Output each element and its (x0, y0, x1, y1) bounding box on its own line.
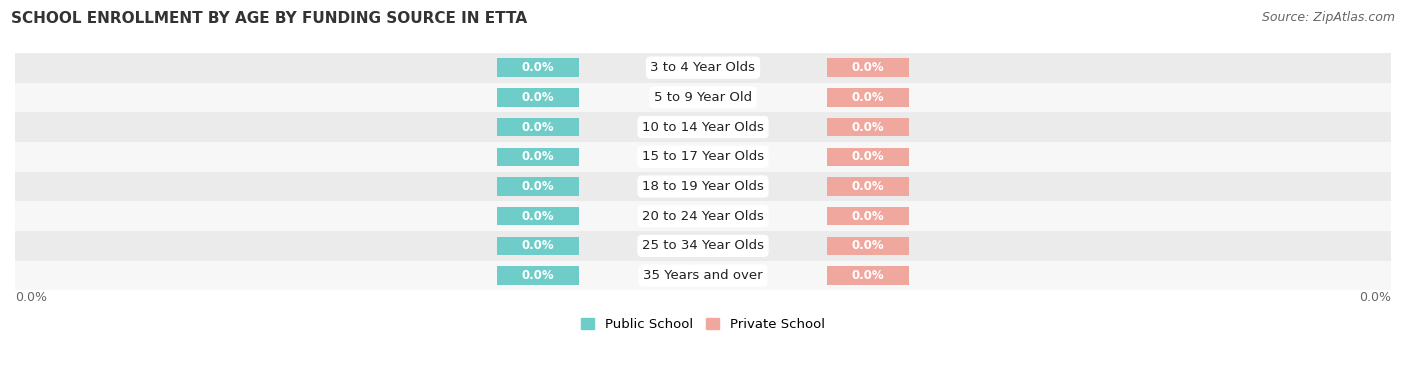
Bar (15, 53, 1391, 82)
Text: 0.0%: 0.0% (852, 61, 884, 74)
Text: 35 Years and over: 35 Years and over (643, 269, 763, 282)
Bar (496, 118, 579, 136)
Text: 0.0%: 0.0% (852, 121, 884, 133)
Bar (496, 207, 579, 225)
Text: 25 to 34 Year Olds: 25 to 34 Year Olds (643, 239, 763, 253)
Bar (827, 207, 910, 225)
Text: 0.0%: 0.0% (852, 91, 884, 104)
Bar (827, 59, 910, 77)
Text: 0.0%: 0.0% (852, 210, 884, 223)
Text: 5 to 9 Year Old: 5 to 9 Year Old (654, 91, 752, 104)
Text: 0.0%: 0.0% (522, 239, 554, 253)
Text: 0.0%: 0.0% (522, 210, 554, 223)
Text: 18 to 19 Year Olds: 18 to 19 Year Olds (643, 180, 763, 193)
Text: 0.0%: 0.0% (522, 180, 554, 193)
Bar (827, 266, 910, 285)
Legend: Public School, Private School: Public School, Private School (576, 313, 830, 336)
Bar (496, 147, 579, 166)
Bar (827, 177, 910, 196)
Text: 0.0%: 0.0% (522, 91, 554, 104)
Bar (15, 231, 1391, 261)
Bar (15, 172, 1391, 201)
Text: 15 to 17 Year Olds: 15 to 17 Year Olds (643, 150, 763, 163)
Text: 0.0%: 0.0% (852, 150, 884, 163)
Bar (15, 142, 1391, 172)
Text: 0.0%: 0.0% (522, 269, 554, 282)
Bar (827, 88, 910, 107)
Text: 0.0%: 0.0% (15, 291, 46, 304)
Text: 0.0%: 0.0% (852, 180, 884, 193)
Text: 0.0%: 0.0% (852, 269, 884, 282)
Bar (496, 237, 579, 255)
Bar (15, 201, 1391, 231)
Bar (15, 82, 1391, 112)
Bar (496, 177, 579, 196)
Bar (496, 88, 579, 107)
Text: 0.0%: 0.0% (522, 121, 554, 133)
Bar (15, 112, 1391, 142)
Bar (827, 147, 910, 166)
Text: SCHOOL ENROLLMENT BY AGE BY FUNDING SOURCE IN ETTA: SCHOOL ENROLLMENT BY AGE BY FUNDING SOUR… (11, 11, 527, 26)
Bar (496, 59, 579, 77)
Text: 10 to 14 Year Olds: 10 to 14 Year Olds (643, 121, 763, 133)
Text: 0.0%: 0.0% (522, 61, 554, 74)
Bar (827, 237, 910, 255)
Bar (827, 118, 910, 136)
Text: 0.0%: 0.0% (1360, 291, 1391, 304)
Text: 0.0%: 0.0% (522, 150, 554, 163)
Text: 0.0%: 0.0% (852, 239, 884, 253)
Text: Source: ZipAtlas.com: Source: ZipAtlas.com (1261, 11, 1395, 24)
Bar (15, 261, 1391, 290)
Text: 3 to 4 Year Olds: 3 to 4 Year Olds (651, 61, 755, 74)
Text: 20 to 24 Year Olds: 20 to 24 Year Olds (643, 210, 763, 223)
Bar (496, 266, 579, 285)
